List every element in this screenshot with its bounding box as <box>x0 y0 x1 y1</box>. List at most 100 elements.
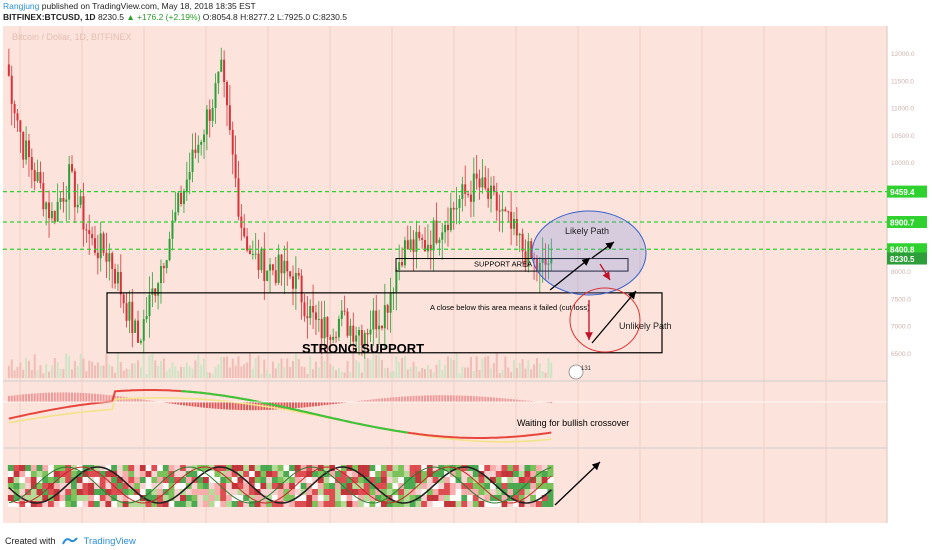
oscillator-cell <box>13 501 20 507</box>
axis-tick: 10000.0 <box>891 160 915 167</box>
candle-body <box>300 275 303 303</box>
oscillator-cell <box>180 489 187 495</box>
candle-body <box>380 325 383 329</box>
volume-bar <box>142 352 145 378</box>
oscillator-cell <box>346 477 353 483</box>
ticker-line: BITFINEX:BTCUSD, 1D 8230.5 ▲ +176.2 (+2.… <box>3 12 923 23</box>
oscillator-cell <box>116 483 123 489</box>
oscillator-cell <box>277 477 284 483</box>
volume-bar <box>320 355 323 378</box>
oscillator-cell <box>415 465 422 471</box>
oscillator-cell <box>530 471 537 477</box>
volume-bar <box>73 361 76 378</box>
volume-bar <box>188 366 191 378</box>
macd-histogram-bar <box>254 402 257 411</box>
oscillator-cell <box>197 465 204 471</box>
oscillator-cell <box>7 501 14 507</box>
macd-histogram-bar <box>71 392 74 402</box>
oscillator-cell <box>71 471 78 477</box>
macd-histogram-bar <box>225 402 228 410</box>
candle-body <box>444 224 447 233</box>
likely-retest-arrow <box>599 263 611 281</box>
volume-bar <box>257 355 260 378</box>
candle-body <box>220 59 223 72</box>
volume-bar <box>323 360 326 378</box>
event-badge-count: 131 <box>581 366 592 372</box>
volume-bar <box>392 371 395 378</box>
oscillator-cell <box>312 501 319 507</box>
oscillator-cell <box>524 465 531 471</box>
oscillator-cell <box>65 477 72 483</box>
candle-body <box>455 207 458 210</box>
price-chart[interactable]: Bitcoin / Dollar, 1D, BITFINEX 9459.4 8900… <box>0 24 932 534</box>
volume-bar <box>524 368 527 378</box>
candle-body <box>358 330 361 336</box>
oscillator-cell <box>71 483 78 489</box>
oscillator-cell <box>248 489 255 495</box>
crossover-label: Waiting for bullish crossover <box>517 418 629 428</box>
oscillator-cell <box>128 489 135 495</box>
oscillator-cell <box>277 465 284 471</box>
oscillator-cell <box>225 471 232 477</box>
candle-body <box>389 292 392 313</box>
volume-bar <box>211 373 214 378</box>
macd-histogram-bar <box>53 392 56 402</box>
macd-histogram-bar <box>33 393 36 402</box>
macd-histogram-bar <box>401 396 404 402</box>
oscillator-cell <box>151 501 158 507</box>
candle-body <box>441 232 444 240</box>
tradingview-brand[interactable]: TradingView <box>83 535 136 547</box>
candle-body <box>93 238 96 253</box>
volume-bar <box>65 353 68 378</box>
oscillator-cell <box>266 483 273 489</box>
oscillator-cell <box>248 471 255 477</box>
oscillator-cell <box>105 501 112 507</box>
volume-bar <box>7 365 10 378</box>
oscillator-cell <box>444 495 451 501</box>
oscillator-cell <box>185 465 192 471</box>
oscillator-cell <box>71 477 78 483</box>
oscillator-cell <box>271 501 278 507</box>
candle-body <box>383 305 386 329</box>
oscillator-cell <box>323 471 330 477</box>
oscillator-cell <box>25 483 32 489</box>
oscillator-cell <box>42 477 49 483</box>
oscillator-cell <box>277 501 284 507</box>
macd-histogram-bar <box>139 399 142 402</box>
oscillator-cell <box>472 465 479 471</box>
oscillator-cell <box>203 465 210 471</box>
macd-histogram-bar <box>182 402 185 406</box>
volume-bar <box>280 358 283 378</box>
candle-body <box>263 248 266 281</box>
macd-histogram-bar <box>412 395 415 402</box>
volume-bar <box>294 354 297 378</box>
volume-bar <box>472 371 475 378</box>
oscillator-cell <box>180 495 187 501</box>
oscillator-cell <box>329 495 336 501</box>
oscillator-cell <box>88 495 95 501</box>
oscillator-cell <box>409 489 416 495</box>
macd-histogram-bar <box>223 402 226 410</box>
oscillator-cell <box>369 477 376 483</box>
oscillator-cell <box>88 501 95 507</box>
author-link[interactable]: Rangjung <box>3 1 40 11</box>
unlikely-recovery-arrow <box>591 290 637 344</box>
oscillator-cell <box>501 495 508 501</box>
oscillator-cell <box>323 495 330 501</box>
oscillator-cell <box>294 471 301 477</box>
oscillator-cell <box>25 471 32 477</box>
volume-bar <box>102 365 105 378</box>
oscillator-cell <box>231 501 238 507</box>
oscillator-cell <box>375 495 382 501</box>
oscillator-cell <box>19 471 26 477</box>
candle-body <box>254 253 257 255</box>
candle-body <box>271 264 274 271</box>
candle-body <box>369 329 372 335</box>
oscillator-cell <box>157 465 164 471</box>
oscillator-cell <box>421 495 428 501</box>
oscillator-cell <box>151 465 158 471</box>
oscillator-cell <box>65 501 72 507</box>
macd-histogram-bar <box>102 394 105 402</box>
candle-body <box>96 252 99 259</box>
oscillator-cell <box>449 465 456 471</box>
